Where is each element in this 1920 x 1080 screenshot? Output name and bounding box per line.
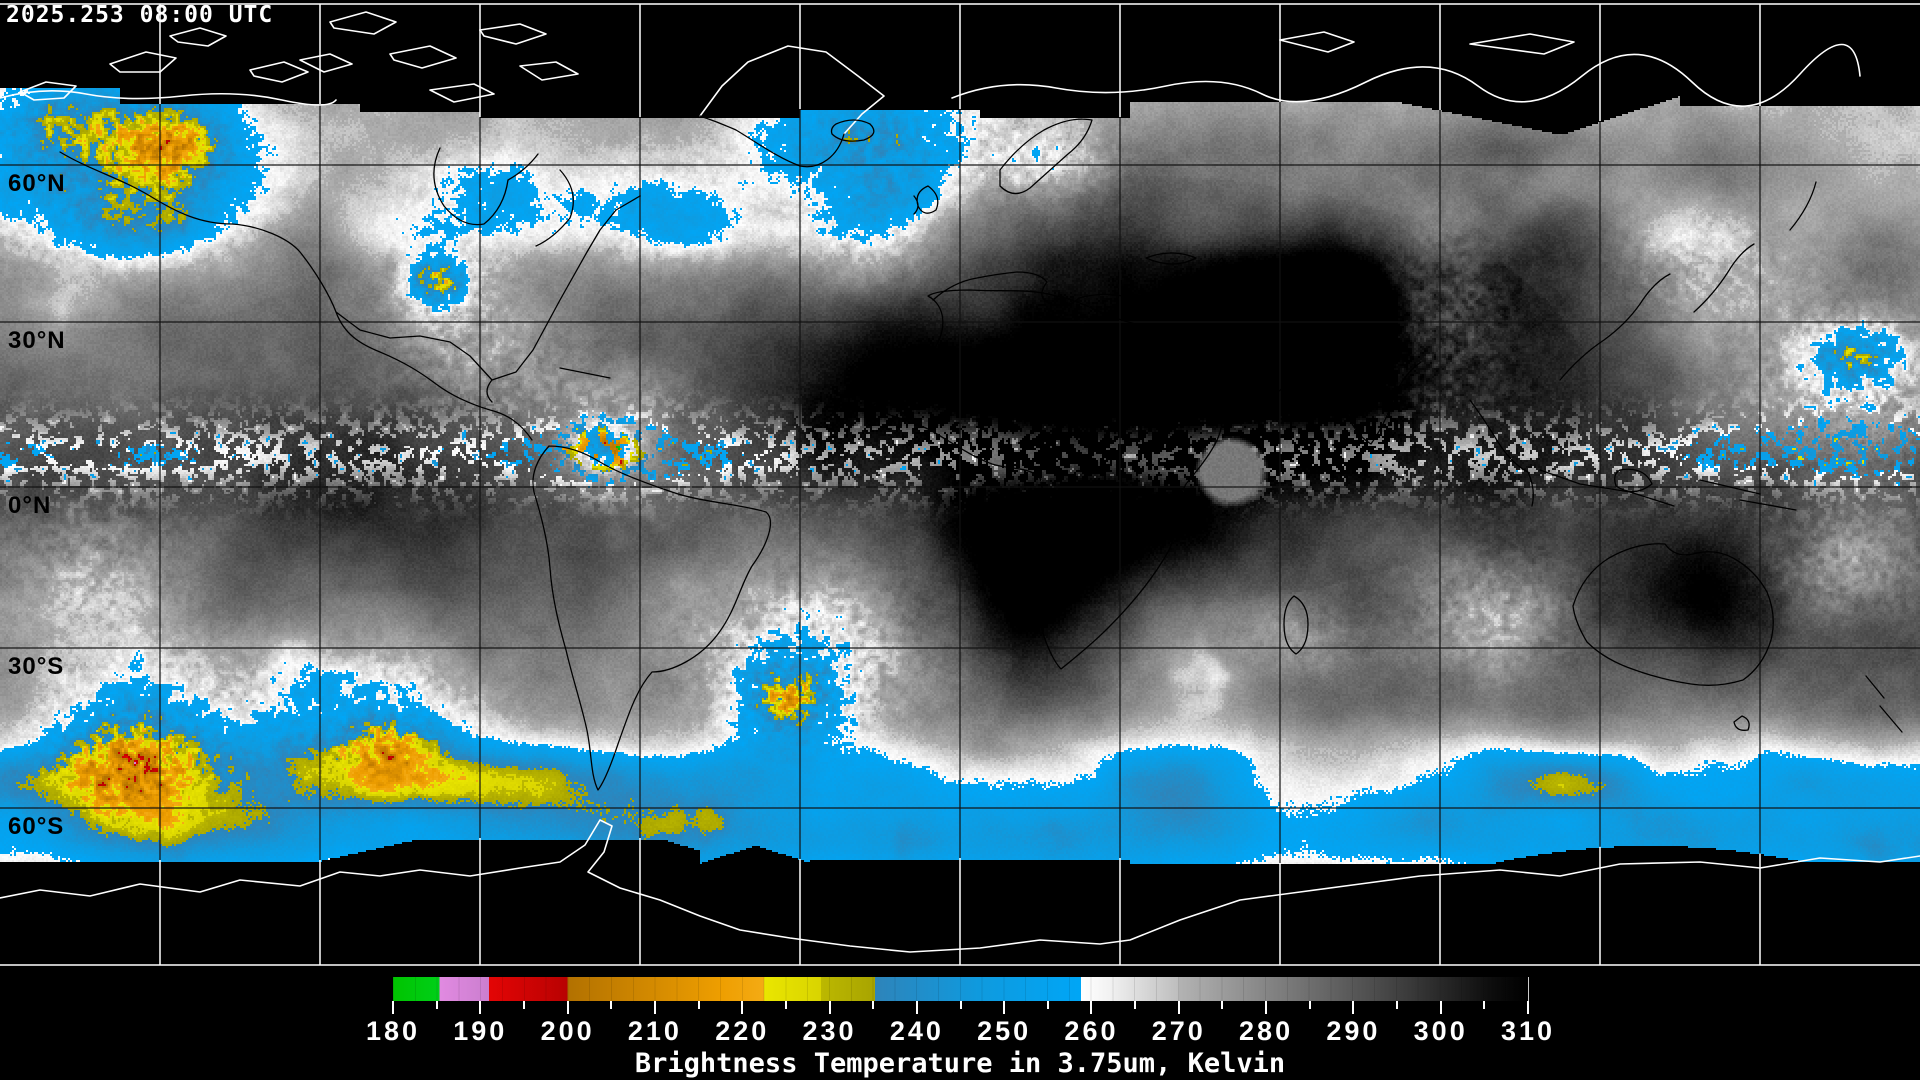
latitude-label: 60°N [8,170,66,197]
colorbar-tick-label: 180 [365,1016,421,1046]
colorbar-tick-label: 260 [1064,1016,1119,1046]
colorbar-step-lines [393,977,1528,1001]
latitude-label: 30°S [8,653,65,680]
colorbar-tick-label: 200 [540,1016,595,1046]
colorbar-tick-label: 220 [715,1016,770,1046]
colorbar-minor-tick [784,1001,787,1009]
colorbar-major-tick [741,1001,744,1014]
colorbar-caption: Brightness Temperature in 3.75um, Kelvin [634,1048,1286,1079]
colorbar-tick-label: 280 [1239,1016,1294,1046]
colorbar-major-tick [653,1001,656,1014]
colorbar-minor-tick [697,1001,700,1009]
colorbar-minor-tick [1046,1001,1049,1009]
colorbar-tick-label: 230 [802,1016,857,1046]
colorbar-minor-tick [522,1001,525,1009]
colorbar-major-tick [1439,1001,1442,1014]
colorbar-major-tick [479,1001,482,1014]
colorbar-major-tick [566,1001,569,1014]
colorbar-minor-tick [872,1001,875,1009]
colorbar-gradient [393,977,1529,1001]
colorbar-major-tick [1003,1001,1006,1014]
colorbar-minor-tick [1396,1001,1399,1009]
latitude-label: 0°N [8,492,52,519]
colorbar-major-tick [1265,1001,1268,1014]
colorbar-minor-tick [1308,1001,1311,1009]
satellite-map-canvas [0,0,1920,976]
colorbar-tick-label: 210 [627,1016,682,1046]
colorbar-tick-label: 270 [1151,1016,1206,1046]
colorbar-major-tick [1177,1001,1180,1014]
colorbar-minor-tick [1134,1001,1137,1009]
colorbar-tick-label: 190 [453,1016,508,1046]
colorbar-minor-tick [1221,1001,1224,1009]
colorbar-tick-label: 250 [977,1016,1032,1046]
colorbar-tick-label: 310 [1500,1016,1556,1046]
timestamp-label: 2025.253 08:00 UTC [6,2,274,28]
colorbar-major-tick [392,1001,394,1014]
latitude-label: 60°S [8,813,65,840]
colorbar-major-tick [915,1001,918,1014]
colorbar-major-tick [828,1001,831,1014]
colorbar-minor-tick [610,1001,613,1009]
colorbar-minor-tick [435,1001,438,1009]
colorbar-tick-label: 300 [1413,1016,1468,1046]
colorbar-major-tick [1527,1001,1529,1014]
colorbar-major-tick [1352,1001,1355,1014]
colorbar-major-tick [1090,1001,1093,1014]
colorbar-minor-tick [959,1001,962,1009]
latitude-label: 30°N [8,327,66,354]
colorbar-minor-tick [1483,1001,1486,1009]
colorbar-tick-label: 290 [1326,1016,1381,1046]
colorbar-tick-label: 240 [889,1016,944,1046]
